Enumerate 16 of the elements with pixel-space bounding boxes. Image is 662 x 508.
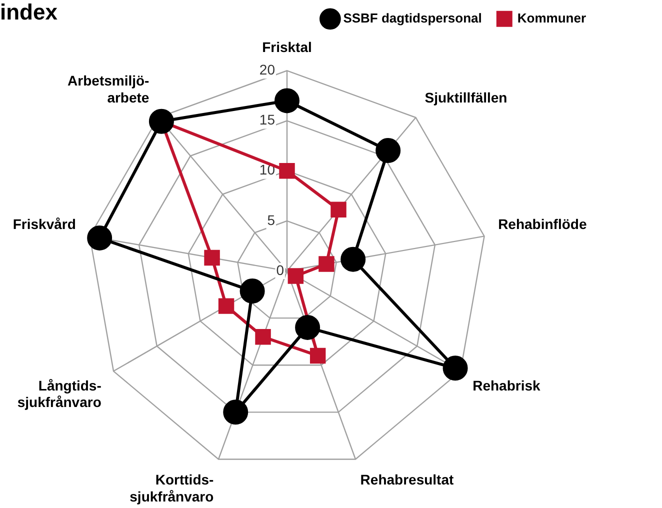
spoke-label: Långtids-sjukfrånvaro (17, 377, 102, 410)
y-tick-label: 15 (259, 112, 276, 128)
legend-label: Kommuner (517, 10, 586, 26)
spoke-label: Korttids-sjukfrånvaro (130, 472, 214, 504)
y-tick-label: 0 (276, 262, 284, 278)
y-tick-label: 5 (267, 212, 276, 228)
spoke-label: Sjuktillfällen (424, 89, 508, 106)
spoke-label: Frisktal (262, 39, 312, 56)
spoke-label: Rehabrisk (472, 377, 541, 394)
chart-title: index (0, 0, 58, 24)
y-tick-label: 20 (259, 62, 276, 78)
legend-label: SSBF dagtidspersonal (343, 10, 482, 26)
spoke-label: Rehabresultat (360, 472, 454, 488)
spoke-label: Arbetsmiljö-arbete (68, 72, 150, 106)
spoke-label: Rehabinflöde (498, 216, 587, 232)
spoke-label: Friskvård (12, 216, 76, 232)
